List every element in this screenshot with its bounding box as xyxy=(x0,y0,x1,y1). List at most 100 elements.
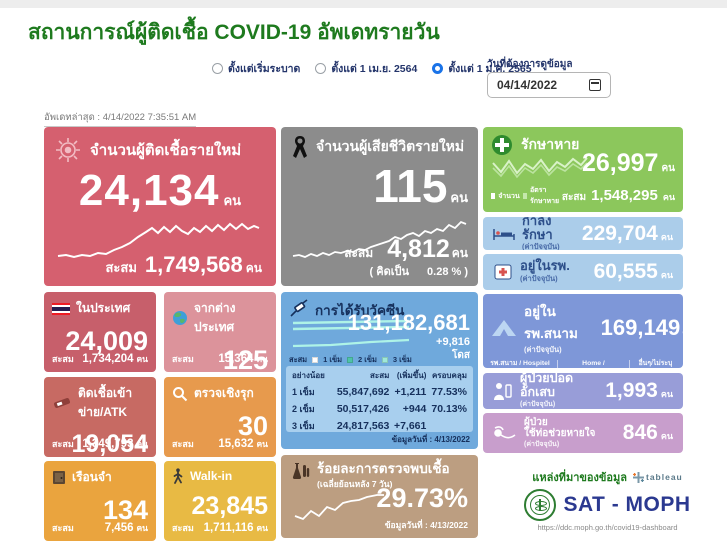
new-deaths-cum-unit: คน xyxy=(451,246,468,260)
date-picker[interactable] xyxy=(487,72,611,98)
new-deaths-value: 115 xyxy=(373,160,448,212)
in-treatment-value: 229,704 xyxy=(581,221,658,245)
recovered-legend: จำนวน อัตรารักษาหาย xyxy=(491,185,562,207)
dose-delta: +1,211 xyxy=(394,385,427,398)
dose-cum: 55,847,692 xyxy=(336,385,390,398)
proactive-test-card: ตรวจเชิงรุก 30 สะสม 15,632 คน xyxy=(164,377,276,457)
hospital-bed-icon xyxy=(493,226,515,242)
vaccine-data-date: ข้อมูลวันที่ : 4/13/2022 xyxy=(391,435,470,444)
ventilator-title-line1: ผู้ป่วย xyxy=(524,416,548,428)
dose-label: 1 เข็ม xyxy=(292,386,315,397)
vaccine-unit: โดส xyxy=(452,350,470,361)
calendar-icon[interactable] xyxy=(589,79,601,91)
in-treatment-subtitle: (ค่าปัจจุบัน) xyxy=(522,242,560,250)
field-hospital-value: 169,149 xyxy=(600,315,681,340)
atk-cum-value: 1,349,793 xyxy=(82,438,134,450)
dose-label: 2 เข็ม xyxy=(292,403,315,414)
proactive-cum-unit: คน xyxy=(256,439,269,449)
positive-rate-title: ร้อยละการตรวจพบเชื้อ xyxy=(317,461,450,476)
last-update-text: อัพเดทล่าสุด : 4/14/2022 7:35:51 AM xyxy=(44,110,197,127)
vaccine-col-header: ครอบคลุม xyxy=(431,371,467,380)
positive-rate-sparkline xyxy=(294,494,384,521)
dose-cum: 24,817,563 xyxy=(336,419,390,432)
recovered-cum-label: สะสม xyxy=(561,192,587,203)
vaccine-row-dose1: 1 เข็ม 55,847,692 +1,211 77.53% xyxy=(292,383,467,400)
new-cases-cum-unit: คน xyxy=(245,261,262,275)
dose-cum: 50,517,426 xyxy=(336,402,390,415)
walkin-title: Walk-in xyxy=(190,469,233,483)
recovered-card: รักษาหาย 26,997 คน จำนวน อัตรารักษาหาย สะ… xyxy=(483,127,683,212)
data-source-label: แหล่งที่มาของข้อมูล xyxy=(532,472,627,484)
radio-label: ตั้งแต่ 1 เม.ย. 2564 xyxy=(331,63,418,75)
prison-door-icon xyxy=(52,470,66,485)
vaccine-col-header: สะสม xyxy=(370,371,390,380)
recovered-title: รักษาหาย xyxy=(521,136,580,152)
legend-count-swatch xyxy=(491,193,496,199)
vaccine-col-header: อย่างน้อย xyxy=(292,371,325,380)
vaccine-card: การได้รับวัคซีน 131,182,681 +9,816 โดส ส… xyxy=(281,292,478,449)
pneumonia-title: ผู้ป่วยปอดอักเสบ xyxy=(520,373,574,399)
walkin-card: Walk-in 23,845 สะสม 1,711,116 คน xyxy=(164,461,276,541)
vaccine-total: 131,182,681 xyxy=(347,310,470,335)
recovered-unit: คน xyxy=(661,163,675,174)
field-hospital-card: อยู่ในรพ.สนาม (ค่าปัจจุบัน) 169,149คน รพ… xyxy=(483,294,683,368)
positive-rate-data-date: ข้อมูลวันที่ : 4/13/2022 xyxy=(384,520,468,530)
prison-card: เรือนจำ 134 สะสม 7,456 คน xyxy=(44,461,156,541)
vaccine-row-dose3: 3 เข็ม 24,817,563 +7,661 xyxy=(292,417,467,434)
new-deaths-cum-value: 4,812 xyxy=(387,235,450,263)
in-treatment-title: กำลังรักษา xyxy=(522,217,553,242)
radio-selected-icon xyxy=(432,63,444,74)
atk-test-kit-icon xyxy=(52,396,72,410)
domestic-cum-unit: คน xyxy=(136,354,149,364)
dose3-legend: 3 เข็ม xyxy=(392,355,412,364)
pneumonia-unit: คน xyxy=(660,389,673,399)
radio-since-outbreak[interactable]: ตั้งแต่เริ่มระบาด xyxy=(212,60,300,77)
radio-icon xyxy=(315,63,327,74)
pneumonia-card: ผู้ป่วยปอดอักเสบ (ค่าปัจจุบัน) 1,993 คน xyxy=(483,373,683,409)
breakdown-label: รพ.สนาม / Hospitel xyxy=(490,360,550,367)
legend-rate-label: อัตรารักษาหาย xyxy=(529,187,560,205)
ventilator-subtitle: (ค่าปัจจุบัน) xyxy=(524,440,560,448)
ventilator-value: 846 xyxy=(622,421,658,444)
prison-title: เรือนจำ xyxy=(72,470,112,484)
walkin-value: 23,845 xyxy=(191,492,268,520)
domestic-card: ในประเทศ 24,009 สะสม 1,734,204 คน xyxy=(44,292,156,372)
breakdown-label: Home / Community Isolation xyxy=(575,360,612,368)
radio-since-apr-2564[interactable]: ตั้งแต่ 1 เม.ย. 2564 xyxy=(315,60,417,77)
in-hospital-title: อยู่ในรพ. xyxy=(520,258,570,274)
hospital-building-icon xyxy=(493,263,513,281)
date-picker-label: วันที่ต้องการดูข้อมูล xyxy=(487,59,573,70)
breakdown-label: อื่นๆ/ไม่ระบุ xyxy=(638,360,673,367)
field-breakdown-hospitel: รพ.สนาม / Hospitel 57,086 xyxy=(483,360,557,368)
period-radio-group: ตั้งแต่เริ่มระบาด ตั้งแต่ 1 เม.ย. 2564 ต… xyxy=(212,60,532,77)
dose-coverage xyxy=(426,417,467,434)
atk-cum-label: สะสม xyxy=(52,439,74,449)
new-deaths-sparkline xyxy=(292,220,467,258)
field-breakdown-other: อื่นๆ/ไม่ระบุ 642 xyxy=(629,360,681,368)
black-ribbon-icon xyxy=(291,136,309,158)
vaccine-sparkline xyxy=(292,319,410,348)
new-cases-title: จำนวนผู้ติดเชื้อรายใหม่ xyxy=(90,142,242,159)
page-title: สถานการณ์ผู้ติดเชื้อ COVID-19 อัพเดทรายว… xyxy=(28,21,440,44)
sat-moph-wordmark: SAT - MOPH xyxy=(563,493,691,516)
prison-value: 134 xyxy=(102,495,148,525)
in-treatment-card: กำลังรักษา (ค่าปัจจุบัน) 229,704 คน xyxy=(483,217,683,250)
in-hospital-card: อยู่ในรพ. (ค่าปัจจุบัน) 60,555 คน xyxy=(483,254,683,290)
domestic-cum-value: 1,734,204 xyxy=(82,353,134,365)
domestic-title: ในประเทศ xyxy=(76,301,131,315)
vaccine-col-header: (เพิ่มขึ้น) xyxy=(396,371,427,380)
walkin-cum-unit: คน xyxy=(256,523,269,533)
new-deaths-title: จำนวนผู้เสียชีวิตรายใหม่ xyxy=(316,138,465,154)
date-input[interactable] xyxy=(497,78,583,92)
in-hospital-value: 60,555 xyxy=(593,260,658,283)
atk-value: 19,054 xyxy=(71,430,148,457)
deaths-rate-value: 0.28 % ) xyxy=(427,266,468,278)
new-deaths-card: จำนวนผู้เสียชีวิตรายใหม่ 115 คน สะสม 4,812… xyxy=(281,127,478,286)
domestic-value: 24,009 xyxy=(65,326,148,356)
deaths-rate-label: ( คิดเป็น xyxy=(369,266,410,278)
domestic-cum-label: สะสม xyxy=(52,354,74,364)
recovered-sparkline xyxy=(492,157,588,179)
dose2-swatch xyxy=(347,357,354,363)
new-deaths-unit: คน xyxy=(450,190,468,205)
dose-label: 3 เข็ม xyxy=(292,420,315,431)
